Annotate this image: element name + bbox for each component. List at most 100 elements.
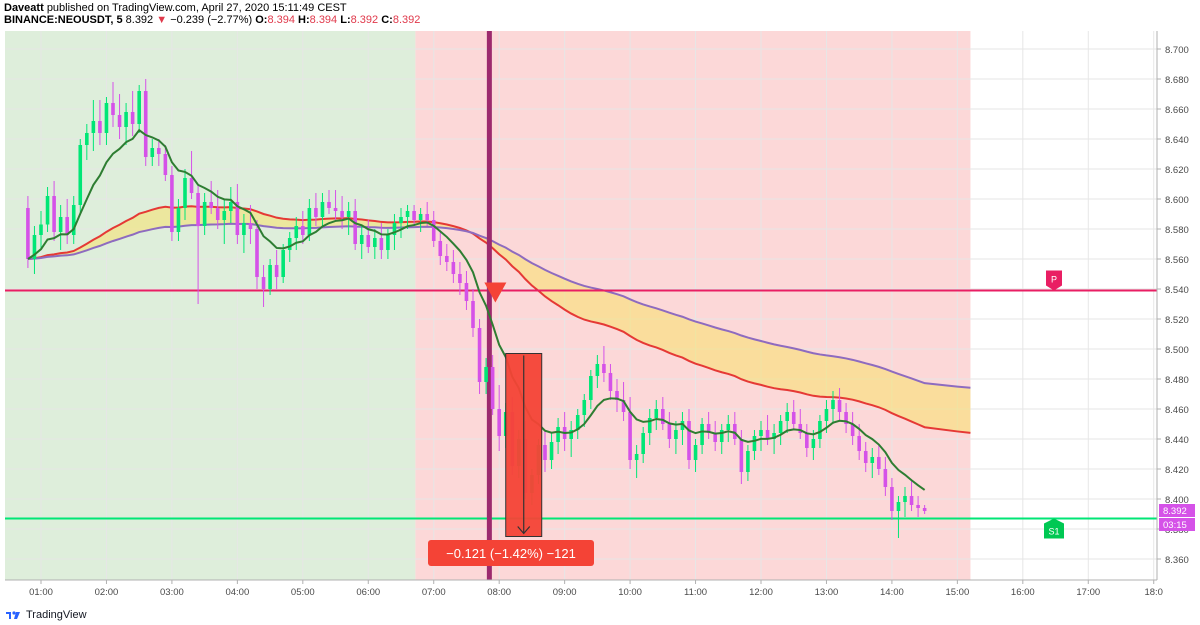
candle xyxy=(654,400,659,430)
price-tick-label: 8.680 xyxy=(1165,75,1189,86)
candle xyxy=(78,139,83,214)
candle-body xyxy=(425,214,429,220)
candle xyxy=(399,208,403,238)
candle-body xyxy=(916,505,920,508)
candle xyxy=(778,415,783,445)
countdown-label: 03:15 xyxy=(1163,520,1187,531)
candle xyxy=(359,226,364,259)
support-label: S1 xyxy=(1048,527,1059,537)
candle-body xyxy=(26,208,30,259)
candle-body xyxy=(471,301,475,328)
time-tick-label: 02:00 xyxy=(95,587,119,598)
candle-body xyxy=(575,415,580,430)
candle xyxy=(137,85,141,133)
candle xyxy=(333,190,338,220)
author-name[interactable]: Daveatt xyxy=(4,2,44,14)
candle-body xyxy=(91,121,96,133)
candle-body xyxy=(235,202,240,235)
candle-body xyxy=(340,211,344,217)
candles xyxy=(26,79,927,538)
candle-body xyxy=(52,196,56,232)
candle xyxy=(445,244,449,271)
candle xyxy=(451,250,456,283)
candle xyxy=(353,199,357,250)
price-tick-label: 8.620 xyxy=(1165,165,1189,176)
candle-body xyxy=(497,409,501,436)
time-tick-label: 06:00 xyxy=(356,587,380,598)
candle-body xyxy=(143,91,148,157)
candle-body xyxy=(785,412,789,421)
time-tick-label: 07:00 xyxy=(422,587,446,598)
candle xyxy=(890,478,894,520)
candle xyxy=(261,265,266,307)
tradingview-logo-icon[interactable] xyxy=(6,610,22,620)
high-label: H: xyxy=(298,14,310,26)
candle xyxy=(170,166,174,241)
candle xyxy=(163,145,168,181)
candle-body xyxy=(759,430,763,436)
brand-name[interactable]: TradingView xyxy=(26,609,87,621)
candle xyxy=(569,421,573,457)
ma-slow-red-line xyxy=(27,205,971,434)
candle xyxy=(916,496,920,517)
candle xyxy=(196,184,200,304)
publish-line: Daveatt published on TradingView.com, Ap… xyxy=(4,2,1104,14)
candle-body xyxy=(274,265,279,277)
candle xyxy=(719,424,724,454)
candle xyxy=(124,103,128,145)
candle xyxy=(772,424,776,454)
candle-body xyxy=(229,202,233,211)
candle-body xyxy=(150,148,155,157)
candle-body xyxy=(65,217,69,235)
candle-body xyxy=(857,436,861,451)
candle xyxy=(883,457,888,496)
open-value: 8.394 xyxy=(267,14,295,26)
candle xyxy=(301,211,305,244)
time-tick-label: 10:00 xyxy=(618,587,642,598)
candle-body xyxy=(805,433,809,448)
candle-body xyxy=(359,235,364,244)
price-tick-label: 8.500 xyxy=(1165,345,1189,356)
price-chart[interactable]: −0.121 (−1.42%) −121 P S1 8.700 8.680 8.660 8.… xyxy=(0,0,1200,605)
candle-body xyxy=(543,445,547,460)
candle-body xyxy=(569,430,573,439)
candle xyxy=(628,397,632,469)
candle xyxy=(91,100,96,151)
candle-body xyxy=(608,373,613,391)
candle xyxy=(922,505,927,514)
footer: TradingView xyxy=(6,607,87,623)
candle xyxy=(733,412,737,445)
candle xyxy=(595,355,600,388)
candle xyxy=(805,424,809,457)
candle-body xyxy=(706,424,711,433)
candle xyxy=(222,199,227,244)
candle xyxy=(477,319,482,394)
candle xyxy=(130,91,135,136)
candle xyxy=(143,79,148,166)
candle-body xyxy=(877,457,881,469)
close-value: 8.392 xyxy=(392,14,421,26)
candle xyxy=(706,412,711,439)
candle xyxy=(831,391,835,424)
candle-body xyxy=(418,214,423,220)
candle-body xyxy=(163,154,168,175)
candle-body xyxy=(647,418,652,433)
candle xyxy=(202,193,207,235)
price-tick-label: 8.580 xyxy=(1165,225,1189,236)
candle xyxy=(183,169,187,220)
candle-body xyxy=(909,496,914,505)
candle-body xyxy=(209,202,213,208)
candle xyxy=(98,100,102,145)
candle xyxy=(412,205,416,226)
candle xyxy=(373,229,377,259)
candle xyxy=(602,346,606,382)
candle-body xyxy=(215,208,220,220)
price-tick-label: 8.640 xyxy=(1165,135,1189,146)
candle xyxy=(117,94,122,139)
plot-area xyxy=(5,31,1157,580)
candle-body xyxy=(811,439,816,448)
price-tick-label: 8.440 xyxy=(1165,435,1189,446)
candle-body xyxy=(641,433,645,454)
candle xyxy=(229,187,233,223)
time-tick-label: 16:00 xyxy=(1011,587,1035,598)
